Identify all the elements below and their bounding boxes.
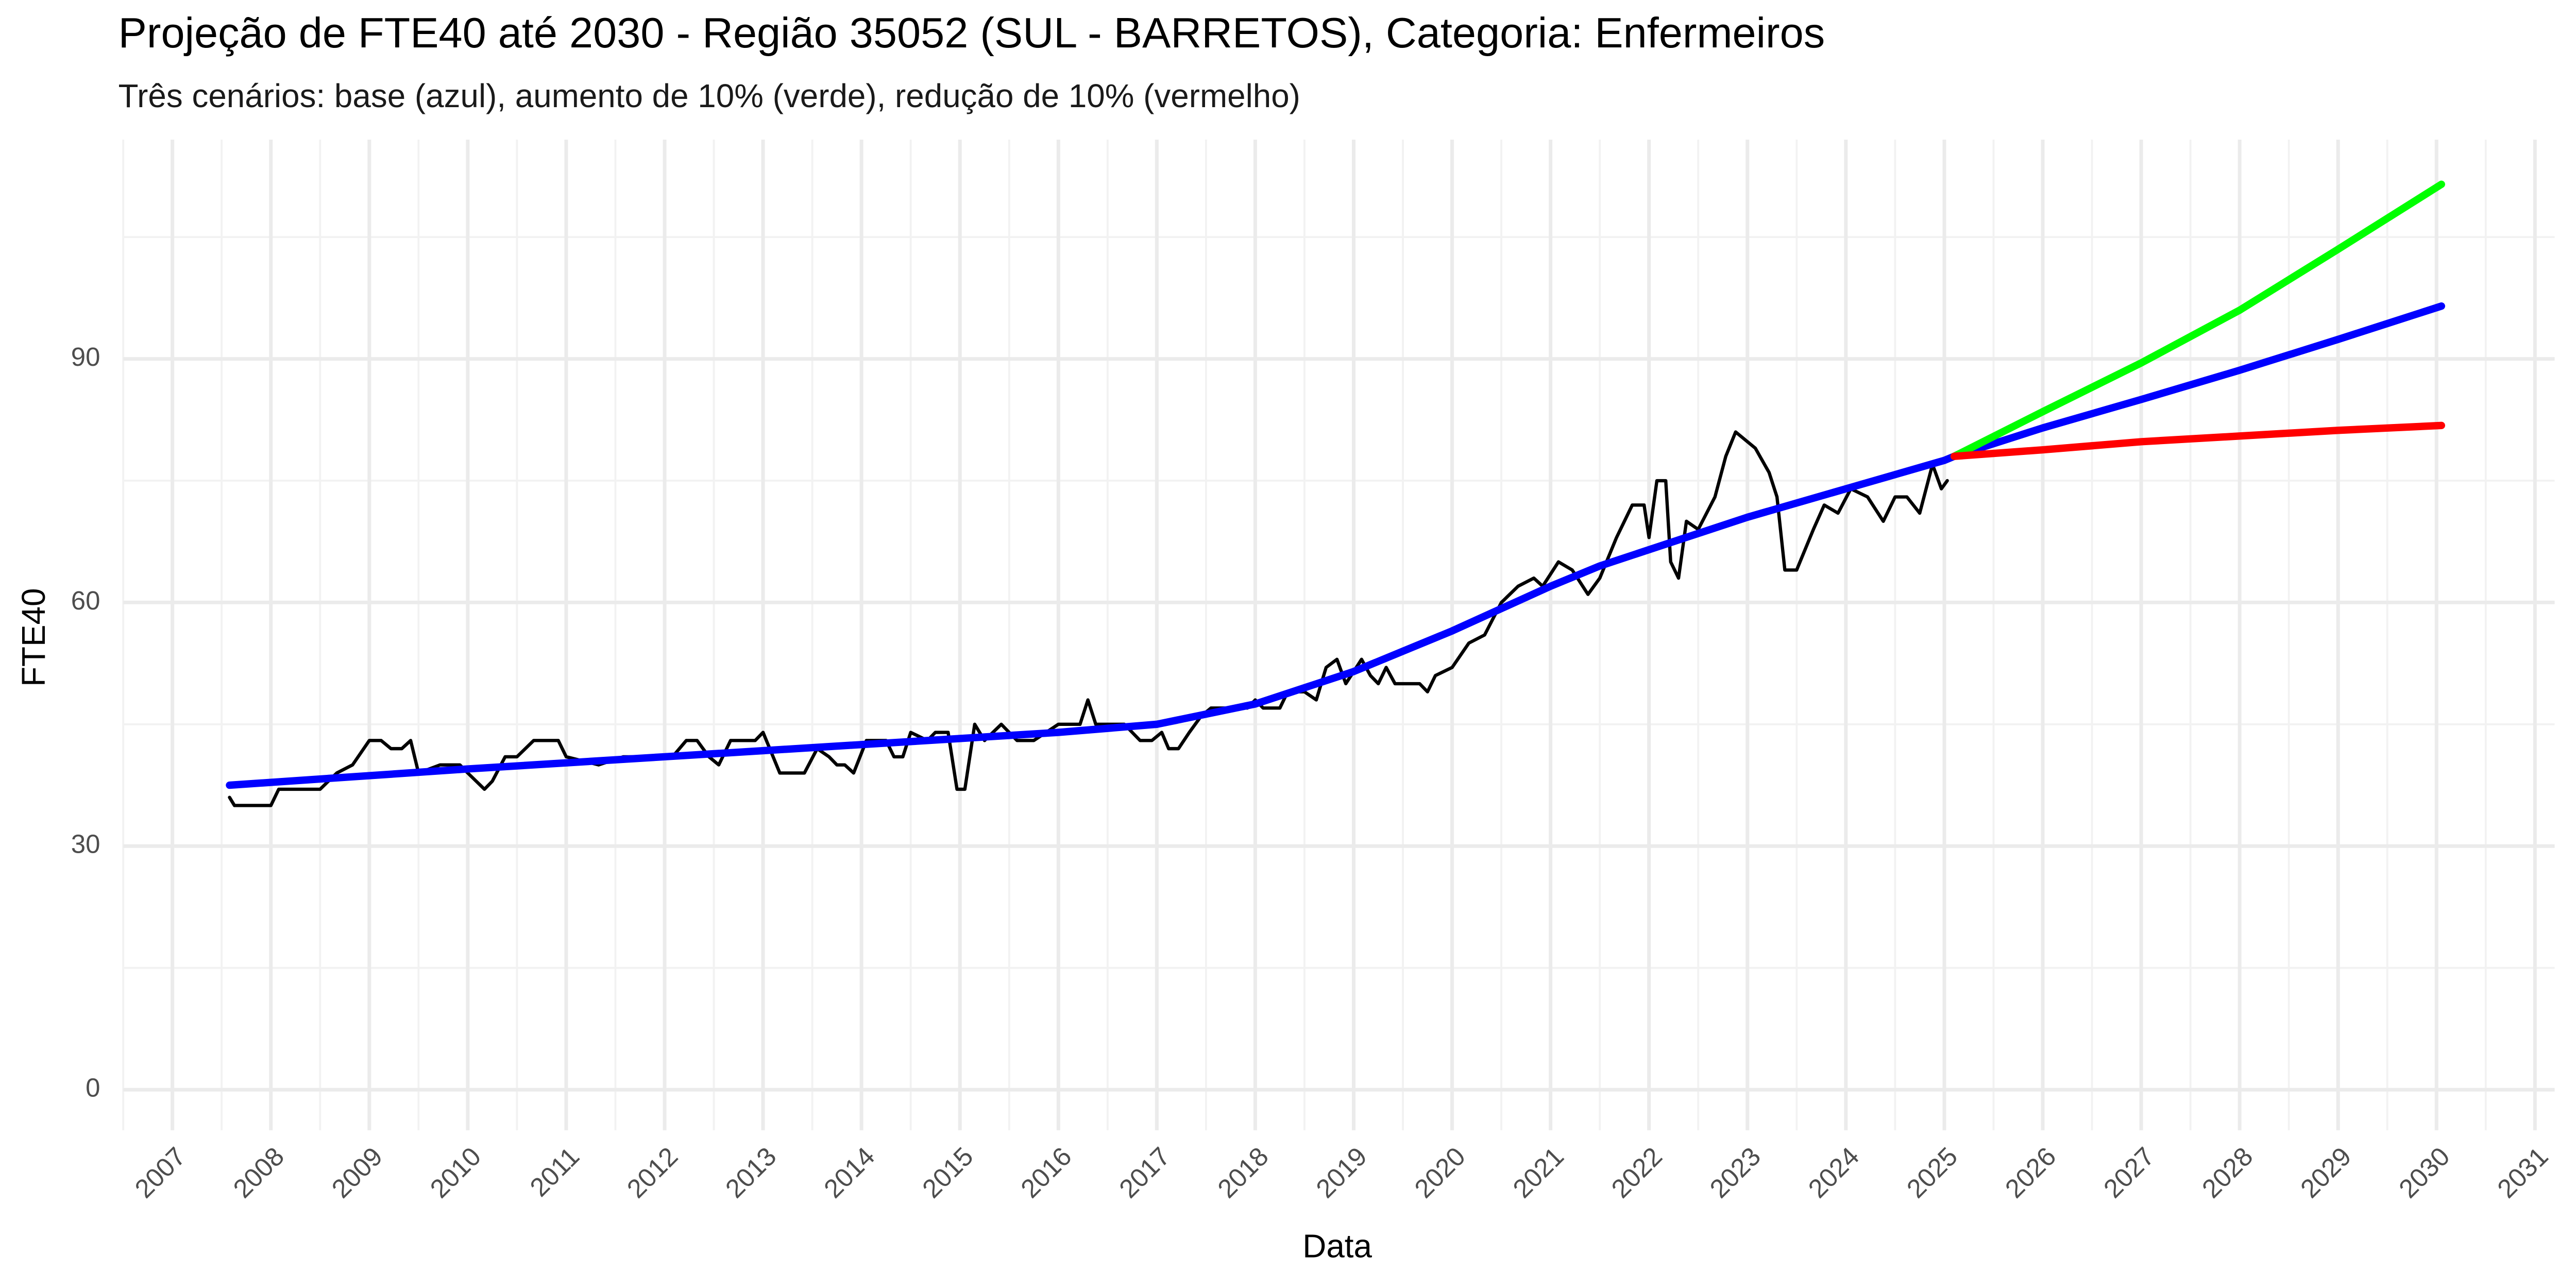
x-tick-label: 2019: [1310, 1142, 1372, 1204]
x-tick-label: 2011: [524, 1142, 585, 1202]
x-tick-label: 2029: [2295, 1142, 2357, 1204]
x-tick-label: 2026: [1999, 1142, 2062, 1204]
series-line: [228, 430, 1949, 807]
x-tick-label: 2031: [2492, 1142, 2554, 1204]
x-tick-label: 2009: [326, 1142, 388, 1204]
x-tick-label: 2016: [1015, 1142, 1077, 1204]
x-tick-label: 2024: [1803, 1142, 1865, 1204]
x-tick-label: 2020: [1409, 1142, 1471, 1204]
x-axis-label: Data: [1302, 1227, 1372, 1264]
series-line: [1950, 421, 2445, 460]
y-tick-label: 60: [71, 586, 100, 615]
x-tick-label: 2017: [1113, 1142, 1176, 1204]
y-axis-label: FTE40: [15, 588, 52, 687]
plot: [226, 180, 2445, 807]
x-tick-label: 2023: [1704, 1142, 1767, 1204]
x-tick-label: 2015: [917, 1142, 979, 1204]
x-tick-label: 2014: [818, 1142, 880, 1204]
x-tick-label: 2022: [1606, 1142, 1668, 1204]
y-tick-label: 0: [86, 1073, 100, 1103]
x-tick-label: 2007: [129, 1142, 192, 1204]
series-line: [226, 302, 2445, 789]
x-tick-label: 2030: [2393, 1142, 2455, 1204]
x-tick-label: 2012: [621, 1142, 684, 1204]
x-tick-label: 2028: [2196, 1142, 2259, 1204]
chart-subtitle: Três cenários: base (azul), aumento de 1…: [118, 77, 1300, 114]
x-tick-label: 2018: [1212, 1142, 1274, 1204]
x-tick-label: 2021: [1507, 1142, 1570, 1204]
y-tick-label: 90: [71, 342, 100, 371]
grid: 0 30 60 90 2007 2008 2009 2010 2011 2012 2013 2014 2…: [71, 140, 2555, 1204]
x-tick-label: 2008: [228, 1142, 290, 1204]
x-tick-label: 2025: [1901, 1142, 1963, 1204]
x-tick-label: 2027: [2098, 1142, 2160, 1204]
x-tick-label: 2013: [720, 1142, 782, 1204]
series-line: [1950, 180, 2445, 460]
chart-title: Projeção de FTE40 até 2030 - Região 3505…: [118, 9, 1825, 57]
y-tick-label: 30: [71, 829, 100, 859]
x-tick-label: 2010: [425, 1142, 487, 1204]
